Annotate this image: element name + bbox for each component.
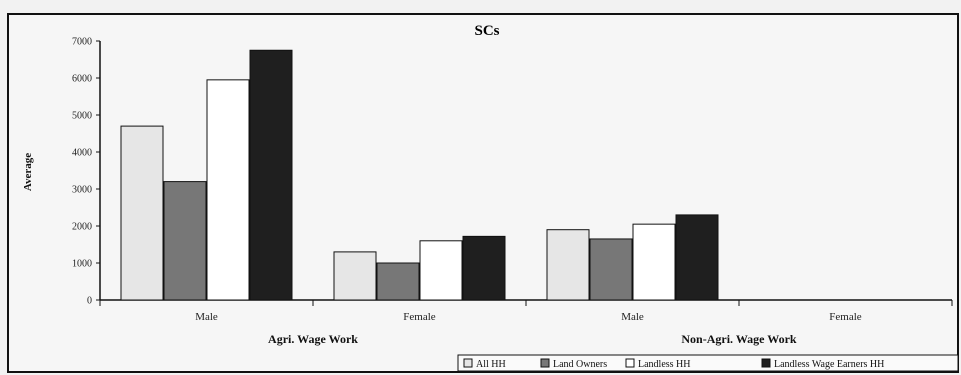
legend-swatch	[463, 358, 473, 368]
legend-swatch	[625, 358, 635, 368]
bar	[546, 229, 590, 301]
legend-box	[457, 354, 959, 372]
legend-swatch	[761, 358, 771, 368]
bar	[249, 49, 293, 301]
y-tick-label: 3000	[72, 185, 92, 196]
legend: All HH Land Owners Landless HH Landless Wag…	[457, 354, 959, 372]
legend-label: Landless HH	[638, 359, 691, 370]
x-tick-label: Female	[829, 311, 861, 323]
group-label: Agri. Wage Work	[268, 332, 358, 346]
plot-area: 0 1000 2000 3000 4000 5000 6000 7000 Male Female M…	[72, 37, 953, 346]
y-tick-label: 1000	[72, 259, 92, 270]
bar	[376, 262, 420, 301]
legend-label: Land Owners	[553, 359, 607, 370]
bar	[462, 235, 506, 301]
y-tick-label: 4000	[72, 148, 92, 159]
x-tick-label: Male	[621, 311, 644, 323]
bar	[675, 214, 719, 301]
bar	[163, 181, 207, 301]
x-tick-label: Female	[403, 311, 435, 323]
legend-label: Landless Wage Earners HH	[774, 359, 884, 370]
y-tick-label: 6000	[72, 74, 92, 85]
chart-title: SCs	[474, 23, 499, 39]
group-label: Non-Agri. Wage Work	[681, 332, 797, 346]
legend-swatch	[540, 358, 550, 368]
bar	[419, 240, 463, 301]
y-tick-label: 7000	[72, 37, 92, 48]
y-tick-label: 0	[87, 296, 92, 307]
bar	[333, 251, 377, 301]
bar	[632, 223, 676, 301]
legend-label: All HH	[476, 359, 506, 370]
y-axis-label: Average	[22, 153, 34, 191]
bar	[589, 238, 633, 301]
x-tick-label: Male	[195, 311, 218, 323]
y-tick-label: 5000	[72, 111, 92, 122]
bar	[206, 79, 250, 301]
y-tick-label: 2000	[72, 222, 92, 233]
bar	[120, 125, 164, 301]
